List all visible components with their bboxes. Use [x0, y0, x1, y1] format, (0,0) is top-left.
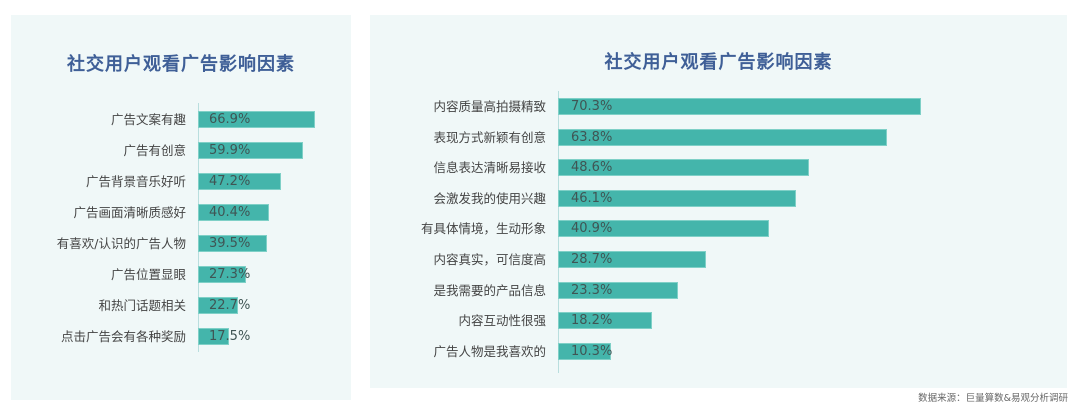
category-label: 和热门话题相关: [98, 298, 186, 313]
category-label: 会激发我的使用兴趣: [433, 190, 546, 206]
bar-row: 表现方式新颖有创意 63.8%: [370, 128, 1067, 147]
bar-row: 广告位置显眼 27.3%: [11, 266, 351, 284]
value-label: 48.6%: [571, 160, 613, 176]
bar: [558, 251, 707, 268]
category-label: 广告背景音乐好听: [85, 174, 186, 189]
bar: [558, 189, 796, 207]
bar-row: 内容互动性很强 18.2%: [370, 312, 1067, 330]
category-label: 内容质量高拍摄精致: [433, 99, 546, 114]
value-label: 40.9%: [571, 221, 613, 237]
left-chart-title: 社交用户观看广告影响因素: [67, 54, 295, 75]
bar: [558, 128, 888, 146]
category-label: 内容真实，可信度高: [433, 252, 546, 267]
bar: [198, 111, 316, 128]
bar: [558, 220, 770, 238]
category-label: 广告位置显眼: [110, 267, 186, 282]
right-chart-title: 社交用户观看广告影响因素: [604, 52, 833, 73]
value-label: 59.9%: [209, 143, 251, 158]
bar: [198, 297, 238, 314]
bar: [198, 266, 246, 283]
value-label: 66.9%: [209, 112, 251, 127]
category-label: 广告文案有趣: [110, 112, 186, 127]
bar: [198, 142, 303, 159]
bar-row: 广告画面清晰质感好 40.4%: [11, 204, 351, 222]
category-label: 有喜欢/认识的广告人物: [56, 236, 186, 251]
value-label: 22.7%: [209, 298, 251, 313]
bar: [198, 328, 229, 345]
category-label: 广告人物是我喜欢的: [433, 343, 546, 359]
bar: [558, 342, 612, 360]
bar: [558, 98, 921, 115]
bar-row: 内容真实，可信度高 28.7%: [370, 251, 1067, 269]
bar-row: 有具体情境，生动形象 40.9%: [370, 220, 1067, 238]
value-label: 18.2%: [571, 313, 613, 329]
value-label: 46.1%: [571, 190, 613, 206]
bar: [198, 173, 281, 190]
bar-row: 是我需要的产品信息 23.3%: [370, 281, 1067, 300]
value-label: 40.4%: [209, 205, 251, 220]
left-chart-axis: [198, 103, 199, 352]
value-label: 23.3%: [571, 282, 613, 298]
bar-row: 广告人物是我喜欢的 10.3%: [370, 342, 1067, 361]
left-chart-panel: 社交用户观看广告影响因素 广告文案有趣 66.9% 广告有创意 59.9% 广告背景音乐…: [11, 15, 351, 400]
value-label: 47.2%: [209, 174, 251, 189]
value-label: 10.3%: [571, 343, 613, 359]
right-chart-panel: 社交用户观看广告影响因素 内容质量高拍摄精致 70.3% 表现方式新颖有创意 63.8…: [370, 15, 1067, 388]
category-label: 信息表达清晰易接收: [433, 160, 546, 176]
data-source-note: 数据来源：巨量算数&易观分析调研: [918, 393, 1068, 404]
value-label: 39.5%: [209, 236, 251, 251]
bar: [198, 204, 269, 221]
value-label: 28.7%: [571, 252, 613, 267]
bar: [558, 159, 809, 177]
bar: [558, 312, 652, 330]
category-label: 内容互动性很强: [458, 313, 546, 329]
bar: [198, 235, 268, 252]
category-label: 表现方式新颖有创意: [433, 129, 546, 145]
bar-row: 和热门话题相关 22.7%: [11, 297, 351, 315]
value-label: 27.3%: [209, 267, 251, 282]
bar-row: 广告有创意 59.9%: [11, 142, 351, 160]
category-label: 有具体情境，生动形象: [420, 221, 546, 237]
value-label: 63.8%: [571, 129, 613, 145]
value-label: 17.5%: [209, 329, 251, 344]
category-label: 点击广告会有各种奖励: [60, 329, 186, 344]
bar-row: 信息表达清晰易接收 48.6%: [370, 159, 1067, 177]
bar-row: 广告背景音乐好听 47.2%: [11, 173, 351, 191]
bar-row: 广告文案有趣 66.9%: [11, 111, 351, 129]
bar: [558, 281, 679, 299]
category-label: 是我需要的产品信息: [433, 282, 546, 298]
bar-row: 会激发我的使用兴趣 46.1%: [370, 189, 1067, 208]
bar-row: 内容质量高拍摄精致 70.3%: [370, 98, 1067, 116]
category-label: 广告画面清晰质感好: [73, 205, 186, 220]
category-label: 广告有创意: [123, 143, 186, 158]
value-label: 70.3%: [571, 99, 613, 114]
bar-row: 有喜欢/认识的广告人物 39.5%: [11, 235, 351, 253]
bar-row: 点击广告会有各种奖励 17.5%: [11, 328, 351, 346]
